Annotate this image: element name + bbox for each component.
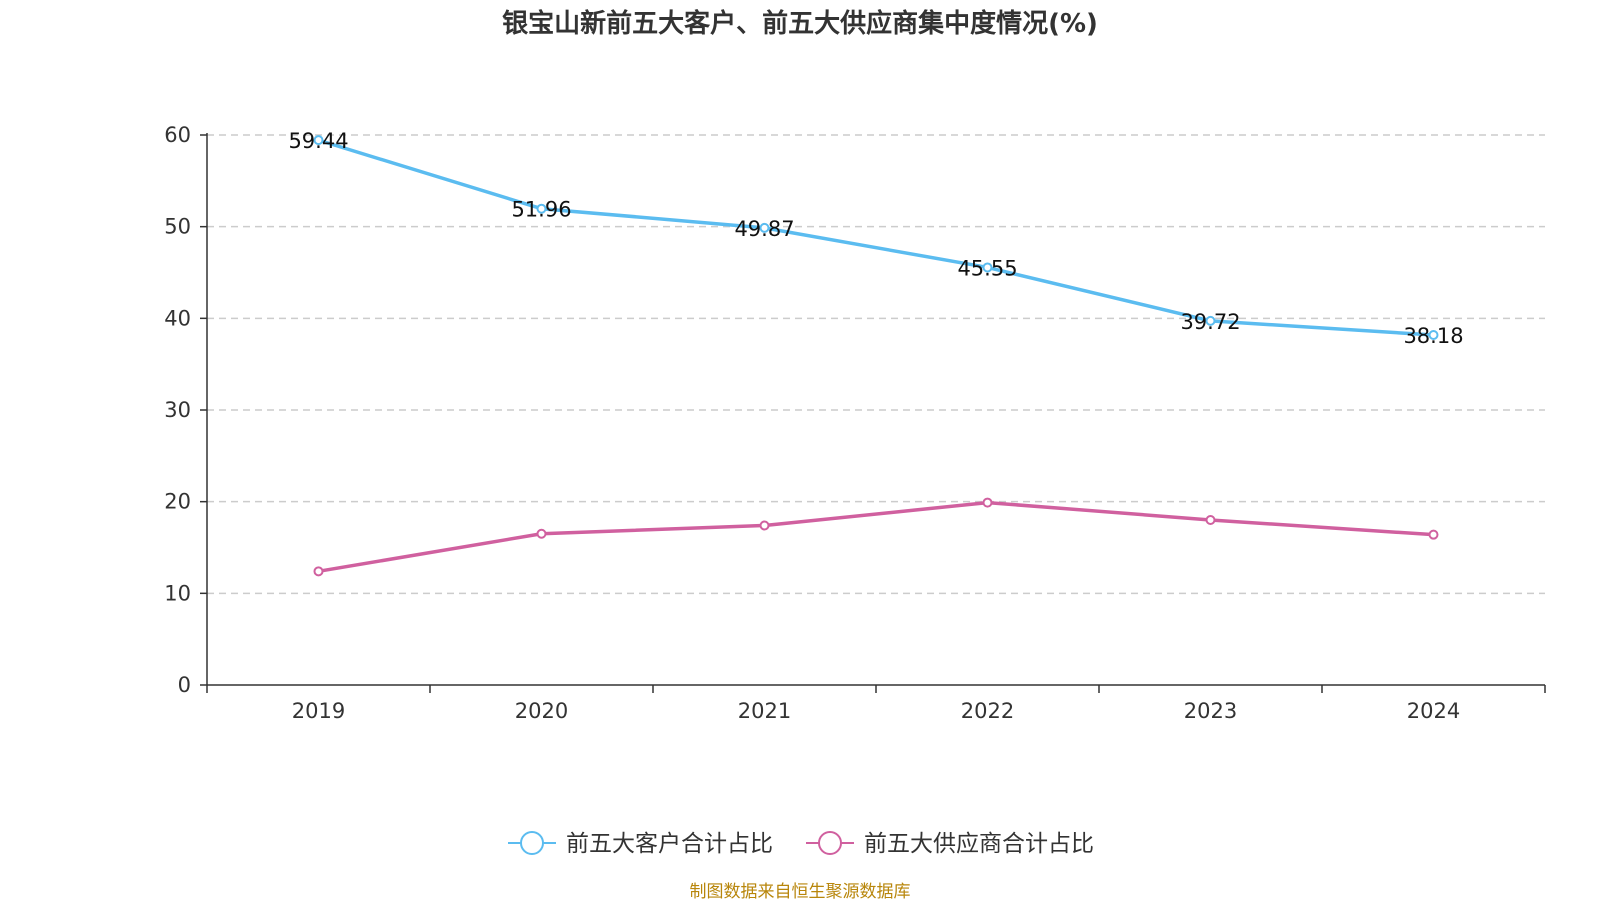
x-tick-label: 2024 <box>1407 699 1460 723</box>
data-point <box>982 262 993 273</box>
series-layer <box>313 135 1439 577</box>
data-point <box>759 520 770 531</box>
data-label: 59.44 <box>288 129 348 153</box>
y-tick-label: 50 <box>164 215 191 239</box>
data-label: 45.55 <box>957 256 1017 280</box>
y-tick-label: 30 <box>164 398 191 422</box>
legend-item-1[interactable]: 前五大客户合计占比 <box>508 831 773 857</box>
data-point <box>759 222 770 233</box>
data-point <box>982 497 993 508</box>
x-tick-label: 2022 <box>961 699 1014 723</box>
series-line-1 <box>317 138 1434 337</box>
chart-title: 银宝山新前五大客户、前五大供应商集中度情况(%) <box>502 8 1098 39</box>
series-line-2 <box>318 500 1434 574</box>
x-tick-label: 2023 <box>1184 699 1237 723</box>
data-point <box>536 203 547 214</box>
axes: 0 10 20 30 40 50 60 2019 2020 2021 2022 2023 2024 <box>164 123 1546 723</box>
legend-label: 前五大客户合计占比 <box>566 831 773 857</box>
legend-marker <box>818 831 842 855</box>
y-tick-label: 10 <box>164 581 191 605</box>
data-point <box>1428 330 1439 341</box>
data-point <box>1205 515 1216 525</box>
y-tick-label: 40 <box>164 306 191 330</box>
y-tick-label: 60 <box>164 123 191 147</box>
legend-label: 前五大供应商合计占比 <box>864 831 1094 857</box>
legend-marker <box>520 831 544 855</box>
x-tick-label: 2020 <box>515 699 568 723</box>
x-tick-label: 2019 <box>292 699 345 723</box>
data-label: 38.18 <box>1403 324 1463 348</box>
data-point <box>1205 315 1216 326</box>
data-labels: 59.44 51.96 49.87 45.55 39.72 38.18 <box>288 129 1463 348</box>
data-point <box>1428 529 1439 540</box>
source-note: 制图数据来自恒生聚源数据库 <box>690 882 911 900</box>
gridlines <box>207 134 1545 595</box>
data-point <box>313 135 324 146</box>
y-tick-label: 0 <box>178 673 191 697</box>
legend-item-2[interactable]: 前五大供应商合计占比 <box>806 831 1094 857</box>
data-label: 39.72 <box>1180 310 1240 334</box>
data-point <box>536 528 547 539</box>
y-tick-label: 20 <box>164 490 191 514</box>
legend: 前五大客户合计占比 前五大供应商合计占比 <box>508 831 1094 857</box>
data-label: 51.96 <box>511 198 571 222</box>
data-label: 49.87 <box>734 217 794 241</box>
data-point <box>313 566 324 577</box>
x-tick-label: 2021 <box>738 699 791 723</box>
